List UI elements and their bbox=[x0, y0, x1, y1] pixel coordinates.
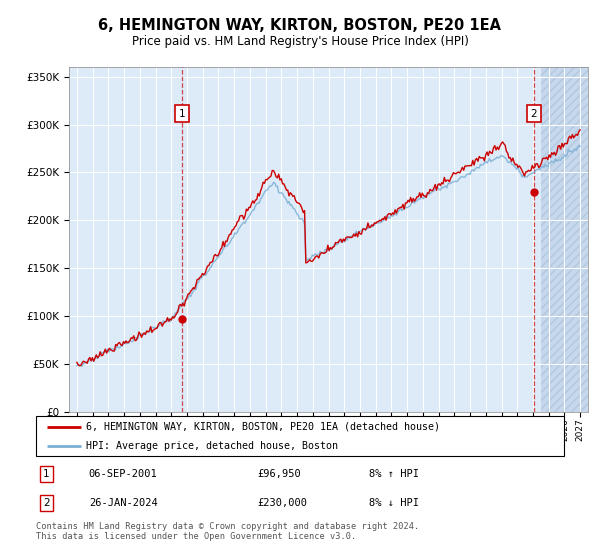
Text: HPI: Average price, detached house, Boston: HPI: Average price, detached house, Bost… bbox=[86, 441, 338, 451]
Text: 26-JAN-2024: 26-JAN-2024 bbox=[89, 498, 158, 508]
Text: 1: 1 bbox=[43, 469, 50, 479]
Text: 8% ↓ HPI: 8% ↓ HPI bbox=[368, 498, 419, 508]
Text: Contains HM Land Registry data © Crown copyright and database right 2024.
This d: Contains HM Land Registry data © Crown c… bbox=[36, 522, 419, 542]
FancyBboxPatch shape bbox=[36, 416, 564, 456]
Text: 8% ↑ HPI: 8% ↑ HPI bbox=[368, 469, 419, 479]
Text: Price paid vs. HM Land Registry's House Price Index (HPI): Price paid vs. HM Land Registry's House … bbox=[131, 35, 469, 49]
Text: 1: 1 bbox=[179, 109, 185, 119]
Text: 2: 2 bbox=[531, 109, 538, 119]
Text: 6, HEMINGTON WAY, KIRTON, BOSTON, PE20 1EA: 6, HEMINGTON WAY, KIRTON, BOSTON, PE20 1… bbox=[98, 18, 502, 32]
Text: £96,950: £96,950 bbox=[258, 469, 302, 479]
Text: 6, HEMINGTON WAY, KIRTON, BOSTON, PE20 1EA (detached house): 6, HEMINGTON WAY, KIRTON, BOSTON, PE20 1… bbox=[86, 422, 440, 432]
Text: £230,000: £230,000 bbox=[258, 498, 308, 508]
Text: 06-SEP-2001: 06-SEP-2001 bbox=[89, 469, 158, 479]
Bar bbox=[541, 67, 596, 412]
Text: 2: 2 bbox=[43, 498, 50, 508]
Bar bbox=[541, 67, 596, 412]
